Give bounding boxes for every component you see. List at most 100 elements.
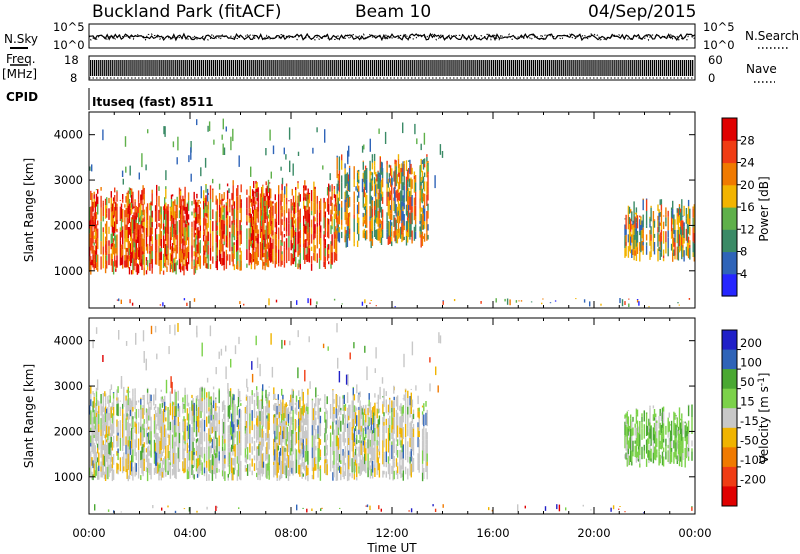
scatter-cell (362, 160, 364, 162)
scatter-cell (127, 190, 129, 193)
scatter-cell (283, 216, 286, 222)
scatter-cell (379, 219, 381, 224)
scatter-cell (185, 223, 187, 228)
scatter-cell (183, 198, 185, 211)
scatter-cell (284, 435, 286, 445)
scatter-cell (692, 217, 694, 228)
scatter-cell (94, 402, 97, 414)
scatter-cell (176, 234, 178, 241)
scatter-cell (218, 426, 220, 436)
scatter-cell (674, 242, 676, 256)
scatter-cell (369, 170, 371, 183)
scatter-cell (218, 451, 220, 455)
scatter-cell (333, 399, 335, 404)
scatter-cell (308, 206, 311, 214)
scatter-cell (657, 227, 659, 233)
scatter-cell (264, 238, 266, 247)
scatter-cell (165, 442, 167, 446)
scatter-cell (137, 213, 140, 225)
scatter-cell (366, 205, 368, 210)
freq-bar (267, 60, 269, 76)
scatter-cell (278, 227, 280, 240)
scatter-cell (246, 189, 248, 195)
scatter-cell (389, 205, 392, 211)
scatter-cell (191, 400, 193, 411)
scatter-cell (178, 443, 181, 450)
scatter-cell (108, 454, 110, 459)
scatter-cell (115, 210, 117, 223)
scatter-cell (379, 171, 382, 182)
scatter-cell (216, 412, 218, 423)
scatter-cell (281, 260, 283, 265)
scatter-cell (600, 303, 602, 306)
velocity-colorbar-frame (721, 329, 738, 507)
scatter-cell (364, 169, 367, 177)
scatter-cell (293, 220, 296, 224)
scatter-cell (160, 248, 162, 252)
scatter-cell (110, 406, 112, 418)
scatter-cell (303, 232, 305, 244)
scatter-cell (150, 401, 152, 410)
scatter-cell (425, 428, 427, 440)
scatter-cell (306, 465, 308, 476)
scatter-cell (407, 455, 409, 463)
scatter-cell (275, 238, 278, 246)
power-colorbar-label-value: 8 (740, 245, 747, 259)
scatter-cell (189, 473, 191, 479)
scatter-cell (175, 426, 177, 433)
scatter-cell (354, 412, 357, 424)
scatter-cell (399, 416, 401, 428)
scatter-cell (100, 403, 102, 416)
scatter-cell (143, 201, 145, 205)
scatter-cell (324, 394, 326, 399)
freq-bar (426, 60, 428, 76)
scatter-cell (91, 205, 93, 218)
scatter-cell (408, 178, 411, 187)
scatter-cell (677, 443, 680, 455)
scatter-cell (214, 416, 216, 425)
scatter-cell (126, 399, 128, 414)
scatter-cell (193, 447, 195, 452)
scatter-cell (423, 468, 425, 479)
scatter-cell (341, 182, 343, 190)
scatter-cell (320, 209, 322, 222)
scatter-cell (339, 454, 341, 463)
scatter-cell (369, 138, 371, 152)
scatter-cell (388, 164, 391, 168)
scatter-cell (277, 411, 279, 419)
scatter-cell (269, 129, 271, 141)
scatter-cell (655, 417, 657, 432)
freq-bar (331, 60, 333, 76)
scatter-cell (179, 191, 182, 196)
scatter-cell (133, 212, 135, 220)
scatter-cell (127, 453, 129, 465)
station-title: Buckland Park (fitACF) (92, 2, 282, 22)
scatter-cell (325, 453, 327, 460)
scatter-cell (214, 455, 216, 459)
scatter-cell (156, 239, 158, 253)
scatter-cell (420, 181, 422, 186)
scatter-cell (244, 425, 247, 431)
scatter-cell (165, 428, 167, 443)
scatter-cell (367, 425, 369, 430)
scatter-cell (276, 405, 278, 415)
freq-bar (430, 60, 432, 76)
freq-bar (106, 60, 108, 76)
scatter-cell (387, 463, 390, 475)
scatter-cell (136, 207, 139, 218)
scatter-cell (369, 446, 372, 455)
power-colorbar-block (722, 184, 737, 208)
freq-bar (571, 60, 573, 76)
scatter-cell (642, 227, 644, 234)
scatter-cell (386, 229, 388, 233)
scatter-cell (633, 201, 635, 214)
scatter-cell (326, 198, 329, 212)
freq-tick-top: 18 (64, 53, 79, 67)
scatter-cell (306, 403, 308, 407)
scatter-cell (225, 366, 227, 380)
power-colorbar-label-value: 28 (740, 133, 755, 147)
scatter-cell (196, 426, 199, 437)
scatter-cell (190, 147, 192, 160)
scatter-cell (101, 467, 103, 478)
scatter-cell (142, 203, 144, 212)
